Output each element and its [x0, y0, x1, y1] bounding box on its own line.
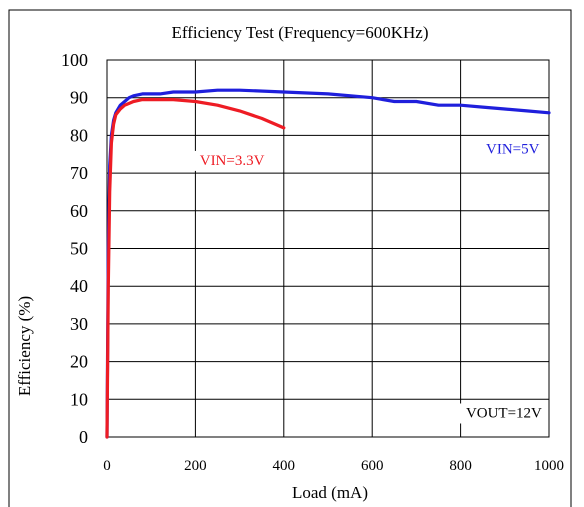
annotation-label: VIN=5V	[486, 142, 540, 158]
y-tick-labels: 0 10 20 30 40 50 60 70 80 90 100	[61, 50, 88, 447]
outer-frame	[8, 9, 572, 507]
y-tick-label: 80	[70, 125, 88, 145]
x-tick-label: 400	[273, 458, 296, 474]
annotations: VIN=3.3V VIN=5V VOUT=12V	[193, 139, 549, 424]
x-tick-label: 0	[103, 458, 111, 474]
y-tick-label: 10	[70, 389, 88, 409]
annotation-bg	[480, 139, 546, 160]
annotation-label: VIN=3.3V	[200, 153, 265, 169]
x-axis-label: Load (mA)	[292, 483, 368, 502]
x-tick-label: 200	[184, 458, 207, 474]
y-tick-label: 20	[70, 352, 88, 372]
x-tick-labels: 0 200 400 600 800 1000	[103, 458, 564, 474]
series-lines	[105, 88, 551, 439]
y-tick-label: 0	[79, 427, 88, 447]
y-tick-label: 40	[70, 276, 88, 296]
chart-title: Efficiency Test (Frequency=600KHz)	[171, 23, 428, 42]
y-tick-label: 100	[61, 50, 88, 70]
y-tick-label: 30	[70, 314, 88, 334]
annotation: VOUT=12V	[459, 403, 549, 424]
y-tick-label: 50	[70, 239, 88, 259]
y-tick-label: 70	[70, 163, 88, 183]
annotation: VIN=3.3V	[193, 150, 271, 171]
series-line-vin-3-3v	[105, 97, 286, 439]
x-tick-label: 1000	[534, 458, 564, 474]
annotation-bg	[193, 150, 271, 171]
x-tick-label: 600	[361, 458, 384, 474]
annotation-bg	[459, 403, 549, 424]
y-tick-label: 60	[70, 201, 88, 221]
annotation-label: VOUT=12V	[466, 405, 542, 421]
x-tick-label: 800	[449, 458, 472, 474]
y-tick-label: 90	[70, 88, 88, 108]
grid	[107, 60, 549, 437]
y-axis-label: Efficiency (%)	[15, 296, 34, 396]
annotation: VIN=5V	[480, 139, 546, 160]
